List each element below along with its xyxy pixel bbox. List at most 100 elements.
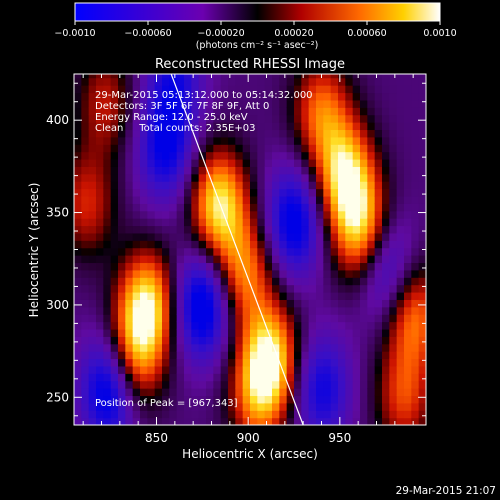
heatmap-cell — [418, 210, 426, 219]
heatmap-cell — [257, 144, 266, 153]
heatmap-cell — [162, 181, 170, 190]
heatmap-cell — [213, 129, 222, 138]
heatmap-cell — [257, 321, 266, 330]
heatmap-cell — [213, 328, 222, 337]
heatmap-cell — [272, 291, 280, 300]
heatmap-cell — [88, 380, 97, 389]
heatmap-cell — [220, 99, 229, 108]
heatmap-cell — [213, 291, 222, 300]
heatmap-cell — [213, 195, 222, 204]
heatmap-cell — [367, 306, 376, 315]
heatmap-cell — [228, 380, 236, 389]
heatmap-cell — [228, 247, 236, 256]
heatmap-cell — [103, 77, 112, 86]
heatmap-cell — [301, 122, 310, 131]
heatmap-cell — [345, 410, 354, 419]
heatmap-cell — [213, 402, 222, 411]
heatmap-cell — [308, 173, 317, 182]
heatmap-cell — [235, 402, 244, 411]
heatmap-cell — [103, 255, 112, 264]
heatmap-cell — [191, 240, 200, 249]
heatmap-cell — [301, 203, 310, 212]
heatmap-cell — [96, 284, 104, 293]
heatmap-cell — [345, 388, 354, 397]
heatmap-cell — [294, 144, 302, 153]
heatmap-cell — [118, 77, 126, 86]
heatmap-cell — [411, 380, 420, 389]
heatmap-cell — [330, 269, 339, 278]
heatmap-cell — [81, 173, 90, 182]
heatmap-cell — [74, 151, 82, 160]
heatmap-cell — [301, 388, 310, 397]
heatmap-cell — [154, 262, 163, 271]
heatmap-cell — [118, 99, 126, 108]
heatmap-cell — [389, 225, 398, 234]
heatmap-cell — [360, 336, 368, 345]
heatmap-cell — [74, 218, 82, 227]
heatmap-cell — [220, 277, 229, 286]
x-axis-ticks: 850 900 950 — [82, 74, 414, 445]
heatmap-cell — [404, 173, 412, 182]
heatmap-cell — [154, 158, 163, 167]
heatmap-cell — [382, 240, 390, 249]
heatmap-cell — [352, 136, 361, 145]
heatmap-cell — [308, 247, 317, 256]
heatmap-cell — [213, 380, 222, 389]
heatmap-cell — [389, 410, 398, 419]
heatmap-cell — [264, 358, 273, 367]
heatmap-cell — [110, 166, 119, 175]
heatmap-cell — [154, 181, 163, 190]
heatmap-cell — [103, 203, 112, 212]
heatmap-cell — [264, 188, 273, 197]
heatmap-cell — [147, 395, 156, 404]
heatmap-cell — [374, 114, 383, 123]
heatmap-cell — [96, 188, 104, 197]
heatmap-cell — [110, 188, 119, 197]
heatmap-cell — [228, 210, 236, 219]
heatmap-cell — [382, 158, 390, 167]
heatmap-cell — [338, 240, 346, 249]
heatmap-cell — [286, 173, 295, 182]
heatmap-cell — [74, 291, 82, 300]
heatmap-cell — [360, 343, 368, 352]
heatmap-cell — [88, 351, 97, 360]
heatmap-cell — [162, 358, 170, 367]
heatmap-cell — [367, 343, 376, 352]
heatmap-cell — [110, 151, 119, 160]
heatmap-cell — [264, 380, 273, 389]
heatmap-cell — [74, 210, 82, 219]
heatmap-cell — [198, 129, 207, 138]
heatmap-cell — [418, 166, 426, 175]
heatmap-cell — [250, 92, 258, 101]
heatmap-cell — [308, 210, 317, 219]
heatmap-cell — [264, 299, 273, 308]
heatmap-cell — [316, 269, 324, 278]
heatmap-cell — [330, 336, 339, 345]
heatmap-cell — [250, 277, 258, 286]
heatmap-cell — [220, 284, 229, 293]
heatmap-cell — [301, 343, 310, 352]
heatmap-cell — [81, 166, 90, 175]
heatmap-cell — [140, 380, 148, 389]
heatmap-cell — [228, 158, 236, 167]
heatmap-cell — [330, 210, 339, 219]
heatmap-cell — [301, 173, 310, 182]
heatmap-cell — [198, 218, 207, 227]
heatmap-cell — [345, 380, 354, 389]
heatmap-cell — [147, 284, 156, 293]
heatmap-cell — [360, 166, 368, 175]
heatmap-cell — [323, 77, 332, 86]
heatmap-cell — [235, 365, 244, 374]
heatmap-cell — [396, 173, 405, 182]
heatmap-cell — [81, 99, 90, 108]
heatmap-cell — [286, 299, 295, 308]
heatmap-cell — [389, 351, 398, 360]
heatmap-cell — [374, 77, 383, 86]
heatmap-cell — [176, 336, 185, 345]
heatmap-cell — [389, 314, 398, 323]
heatmap-cell — [140, 203, 148, 212]
heatmap-cell — [103, 92, 112, 101]
heatmap-cell — [316, 410, 324, 419]
heatmap-cell — [323, 255, 332, 264]
heatmap-cell — [228, 388, 236, 397]
